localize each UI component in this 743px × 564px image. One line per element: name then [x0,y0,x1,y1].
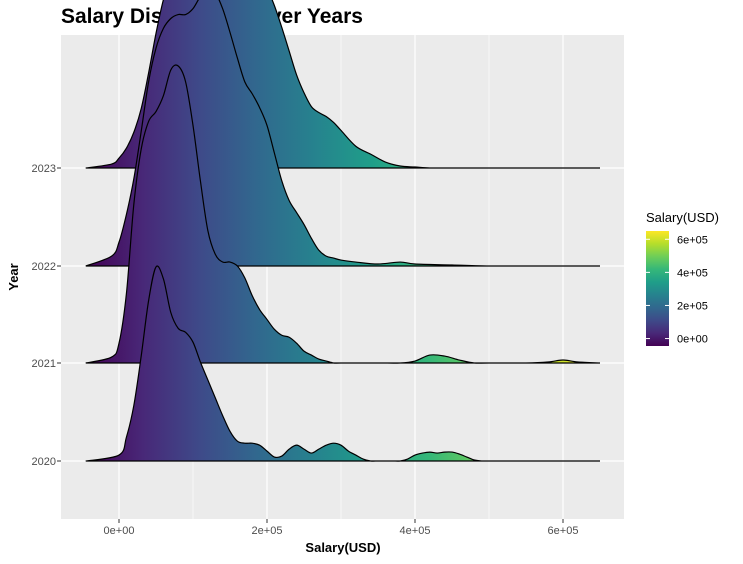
legend-title: Salary(USD) [646,210,719,225]
y-tick-label: 2023 [32,163,56,175]
y-axis: 2020 2021 2022 2023 [32,163,61,468]
legend-tick-label: 4e+05 [677,267,708,279]
ridge-outline-2023 [85,0,600,169]
x-tick-label: 2e+05 [252,525,283,537]
y-tick-label: 2021 [32,358,56,370]
ridge-outline-2020 [85,265,600,462]
ridge-fill-2021 [85,65,600,364]
x-tick-label: 6e+05 [548,525,579,537]
x-axis: 0e+00 2e+05 4e+05 6e+05 [104,519,579,537]
legend: Salary(USD) 0e+00 2e+05 4e+05 6e+05 [646,210,719,346]
ridge-fill-2022 [85,0,600,267]
legend-tick-label: 6e+05 [677,234,708,246]
y-axis-title: Year [6,263,21,290]
x-axis-title: Salary(USD) [305,540,380,555]
y-tick-label: 2022 [32,261,56,273]
x-tick-label: 0e+00 [104,525,135,537]
y-tick-label: 2020 [32,456,56,468]
ridge-fill-2020 [85,266,600,462]
legend-tick-label: 2e+05 [677,300,708,312]
ridge-outline-2022 [85,0,600,267]
x-tick-label: 4e+05 [400,525,431,537]
legend-tick-label: 0e+00 [677,334,708,346]
ridge-outline-2021 [85,64,601,364]
legend-colorbar [646,231,669,346]
ridges [85,0,601,462]
